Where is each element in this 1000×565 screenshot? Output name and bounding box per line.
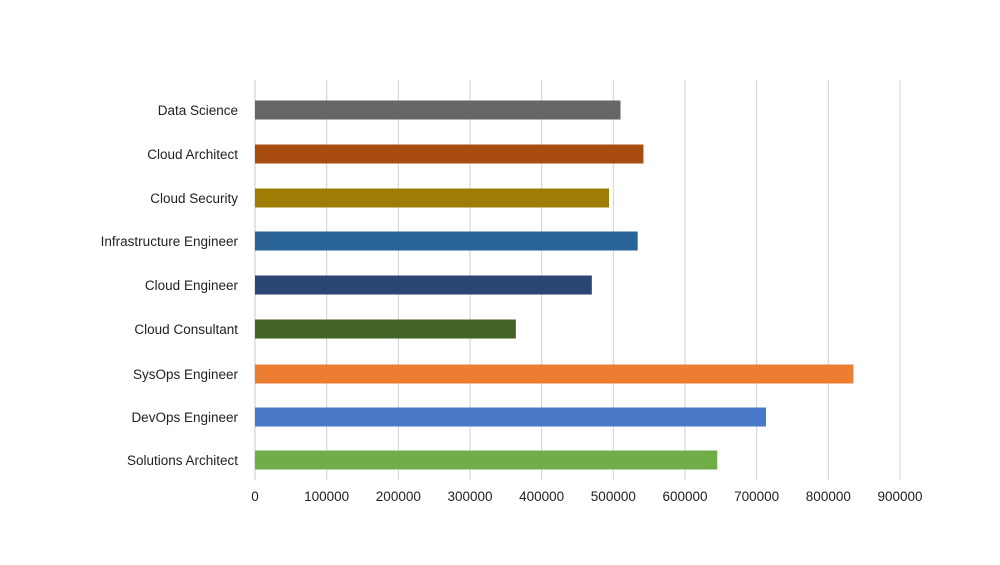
x-tick-label: 300000 [447, 489, 492, 504]
x-tick-label: 400000 [519, 489, 564, 504]
bar [255, 144, 644, 164]
bar [255, 188, 610, 208]
x-axis-tick-labels: 0 100000 200000 300000 400000 500000 600000 700… [251, 489, 922, 504]
x-tick-label: 700000 [734, 489, 779, 504]
category-label: SysOps Engineer [133, 367, 239, 382]
x-tick-label: 600000 [662, 489, 707, 504]
bar [255, 100, 621, 120]
category-label: Data Science [158, 103, 238, 118]
x-tick-label: 100000 [304, 489, 349, 504]
bars [255, 100, 854, 470]
bar [255, 407, 766, 427]
bar [255, 364, 854, 384]
bar [255, 319, 516, 339]
category-label: Cloud Security [150, 191, 238, 206]
bar [255, 275, 592, 295]
category-label: Solutions Architect [127, 453, 238, 468]
x-tick-label: 0 [251, 489, 259, 504]
category-label: Cloud Architect [147, 147, 238, 162]
x-tick-label: 500000 [591, 489, 636, 504]
bar [255, 450, 718, 470]
x-tick-label: 900000 [877, 489, 922, 504]
bar [255, 231, 638, 251]
category-label: Infrastructure Engineer [101, 234, 239, 249]
category-label: Cloud Consultant [134, 322, 238, 337]
category-label: Cloud Engineer [145, 278, 239, 293]
x-tick-label: 200000 [376, 489, 421, 504]
category-labels: Data Science Cloud Architect Cloud Securit… [101, 103, 239, 468]
x-tick-label: 800000 [806, 489, 851, 504]
category-label: DevOps Engineer [131, 410, 238, 425]
